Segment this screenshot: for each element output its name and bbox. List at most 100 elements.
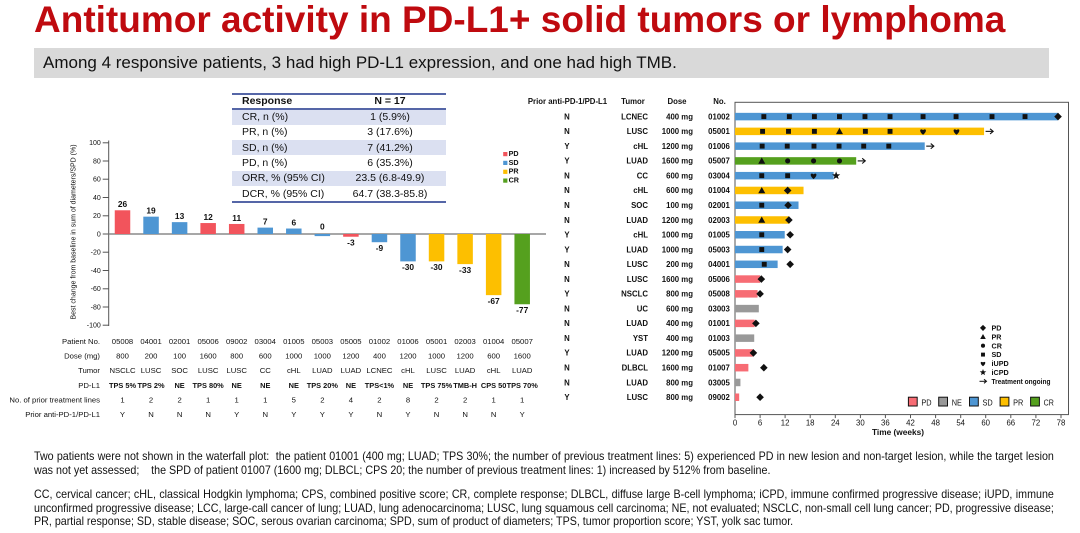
svg-text:LUAD: LUAD <box>341 366 362 375</box>
svg-text:NE: NE <box>403 381 413 390</box>
svg-text:05001: 05001 <box>426 337 447 346</box>
svg-text:11: 11 <box>232 213 241 223</box>
svg-text:LUAD: LUAD <box>626 216 648 225</box>
svg-text:PD: PD <box>992 324 1002 333</box>
svg-text:YST: YST <box>633 334 648 343</box>
svg-text:TPS 75%: TPS 75% <box>421 381 453 390</box>
svg-text:600: 600 <box>259 352 272 361</box>
svg-text:04001: 04001 <box>140 337 161 346</box>
svg-text:LCNEC: LCNEC <box>366 366 393 375</box>
svg-text:Time (weeks): Time (weeks) <box>872 427 924 437</box>
svg-text:05006: 05006 <box>708 275 730 284</box>
svg-text:1200 mg: 1200 mg <box>662 142 693 151</box>
svg-text:400: 400 <box>373 352 386 361</box>
svg-text:6: 6 <box>291 217 296 227</box>
svg-text:1600: 1600 <box>200 352 217 361</box>
svg-text:01005: 01005 <box>708 231 730 240</box>
svg-text:800: 800 <box>116 352 129 361</box>
svg-text:02003: 02003 <box>708 216 730 225</box>
svg-text:Prior anti-PD-1/PD-L1: Prior anti-PD-1/PD-L1 <box>528 97 608 106</box>
svg-text:Y: Y <box>120 410 125 419</box>
svg-text:PR: PR <box>1013 397 1023 407</box>
svg-text:CR: CR <box>992 341 1003 350</box>
svg-text:1: 1 <box>120 395 124 404</box>
svg-text:78: 78 <box>1057 419 1066 428</box>
svg-text:100: 100 <box>173 352 186 361</box>
svg-text:LUSC: LUSC <box>426 366 447 375</box>
svg-text:TPS<1%: TPS<1% <box>365 381 395 390</box>
svg-text:48: 48 <box>931 419 940 428</box>
svg-text:05008: 05008 <box>708 290 730 299</box>
svg-text:05006: 05006 <box>197 337 218 346</box>
svg-text:CR: CR <box>1044 397 1054 407</box>
svg-text:-77: -77 <box>516 305 528 315</box>
svg-text:1000 mg: 1000 mg <box>662 127 693 136</box>
svg-text:SD: SD <box>992 350 1002 359</box>
svg-text:05005: 05005 <box>340 337 361 346</box>
svg-text:SOC: SOC <box>171 366 188 375</box>
svg-text:Y: Y <box>564 290 570 299</box>
svg-text:-60: -60 <box>91 286 101 293</box>
svg-text:N: N <box>177 410 183 419</box>
svg-text:5: 5 <box>292 395 296 404</box>
svg-text:LUSC: LUSC <box>141 366 162 375</box>
svg-text:30: 30 <box>856 419 865 428</box>
svg-text:03004: 03004 <box>255 337 277 346</box>
svg-text:N: N <box>564 304 570 313</box>
svg-text:N: N <box>262 410 268 419</box>
svg-text:LUAD: LUAD <box>626 319 648 328</box>
svg-text:SD: SD <box>983 397 993 407</box>
svg-text:1000: 1000 <box>285 352 302 361</box>
svg-text:01005: 01005 <box>283 337 304 346</box>
svg-text:13: 13 <box>175 211 185 221</box>
svg-text:PD-L1: PD-L1 <box>78 381 100 390</box>
svg-text:PR: PR <box>992 332 1003 341</box>
svg-text:cHL: cHL <box>633 142 648 151</box>
svg-text:0: 0 <box>733 419 738 428</box>
svg-text:Y: Y <box>564 157 570 166</box>
svg-text:LUAD: LUAD <box>512 366 533 375</box>
svg-text:1200: 1200 <box>342 352 359 361</box>
svg-text:800: 800 <box>230 352 243 361</box>
svg-text:1: 1 <box>520 395 524 404</box>
svg-text:LUSC: LUSC <box>627 260 649 269</box>
svg-text:400 mg: 400 mg <box>666 334 693 343</box>
svg-text:Y: Y <box>234 410 239 419</box>
svg-text:1600 mg: 1600 mg <box>662 364 693 373</box>
svg-text:LUSC: LUSC <box>198 366 219 375</box>
svg-text:8: 8 <box>406 395 410 404</box>
svg-text:Y: Y <box>348 410 353 419</box>
svg-text:PD: PD <box>509 149 519 158</box>
svg-text:7: 7 <box>263 216 268 226</box>
svg-text:LUAD: LUAD <box>312 366 333 375</box>
svg-text:-3: -3 <box>347 237 355 247</box>
svg-text:Y: Y <box>520 410 525 419</box>
svg-text:1600: 1600 <box>514 352 531 361</box>
svg-text:N: N <box>564 112 570 121</box>
svg-text:05003: 05003 <box>312 337 333 346</box>
svg-text:PR: PR <box>509 167 520 176</box>
svg-text:N: N <box>564 260 570 269</box>
svg-text:600 mg: 600 mg <box>666 172 693 181</box>
svg-text:LUSC: LUSC <box>627 127 649 136</box>
svg-text:cHL: cHL <box>287 366 301 375</box>
svg-text:NE: NE <box>952 397 962 407</box>
svg-text:-20: -20 <box>91 250 101 257</box>
svg-text:03005: 03005 <box>708 378 730 387</box>
svg-text:05007: 05007 <box>708 157 730 166</box>
svg-text:05005: 05005 <box>708 349 730 358</box>
svg-text:LCNEC: LCNEC <box>621 112 648 121</box>
svg-text:CC: CC <box>637 172 649 181</box>
svg-text:N: N <box>148 410 154 419</box>
svg-text:800 mg: 800 mg <box>666 378 693 387</box>
svg-text:No. of prior treatment lines: No. of prior treatment lines <box>9 395 100 404</box>
svg-text:05001: 05001 <box>708 127 730 136</box>
svg-text:66: 66 <box>1006 419 1015 428</box>
svg-text:54: 54 <box>956 419 965 428</box>
svg-text:LUSC: LUSC <box>627 275 649 284</box>
svg-text:CPS 50: CPS 50 <box>481 381 506 390</box>
svg-text:400 mg: 400 mg <box>666 319 693 328</box>
svg-text:Prior anti-PD-1/PD-L1: Prior anti-PD-1/PD-L1 <box>25 410 100 419</box>
svg-text:26: 26 <box>118 199 128 209</box>
svg-text:09002: 09002 <box>708 393 730 402</box>
